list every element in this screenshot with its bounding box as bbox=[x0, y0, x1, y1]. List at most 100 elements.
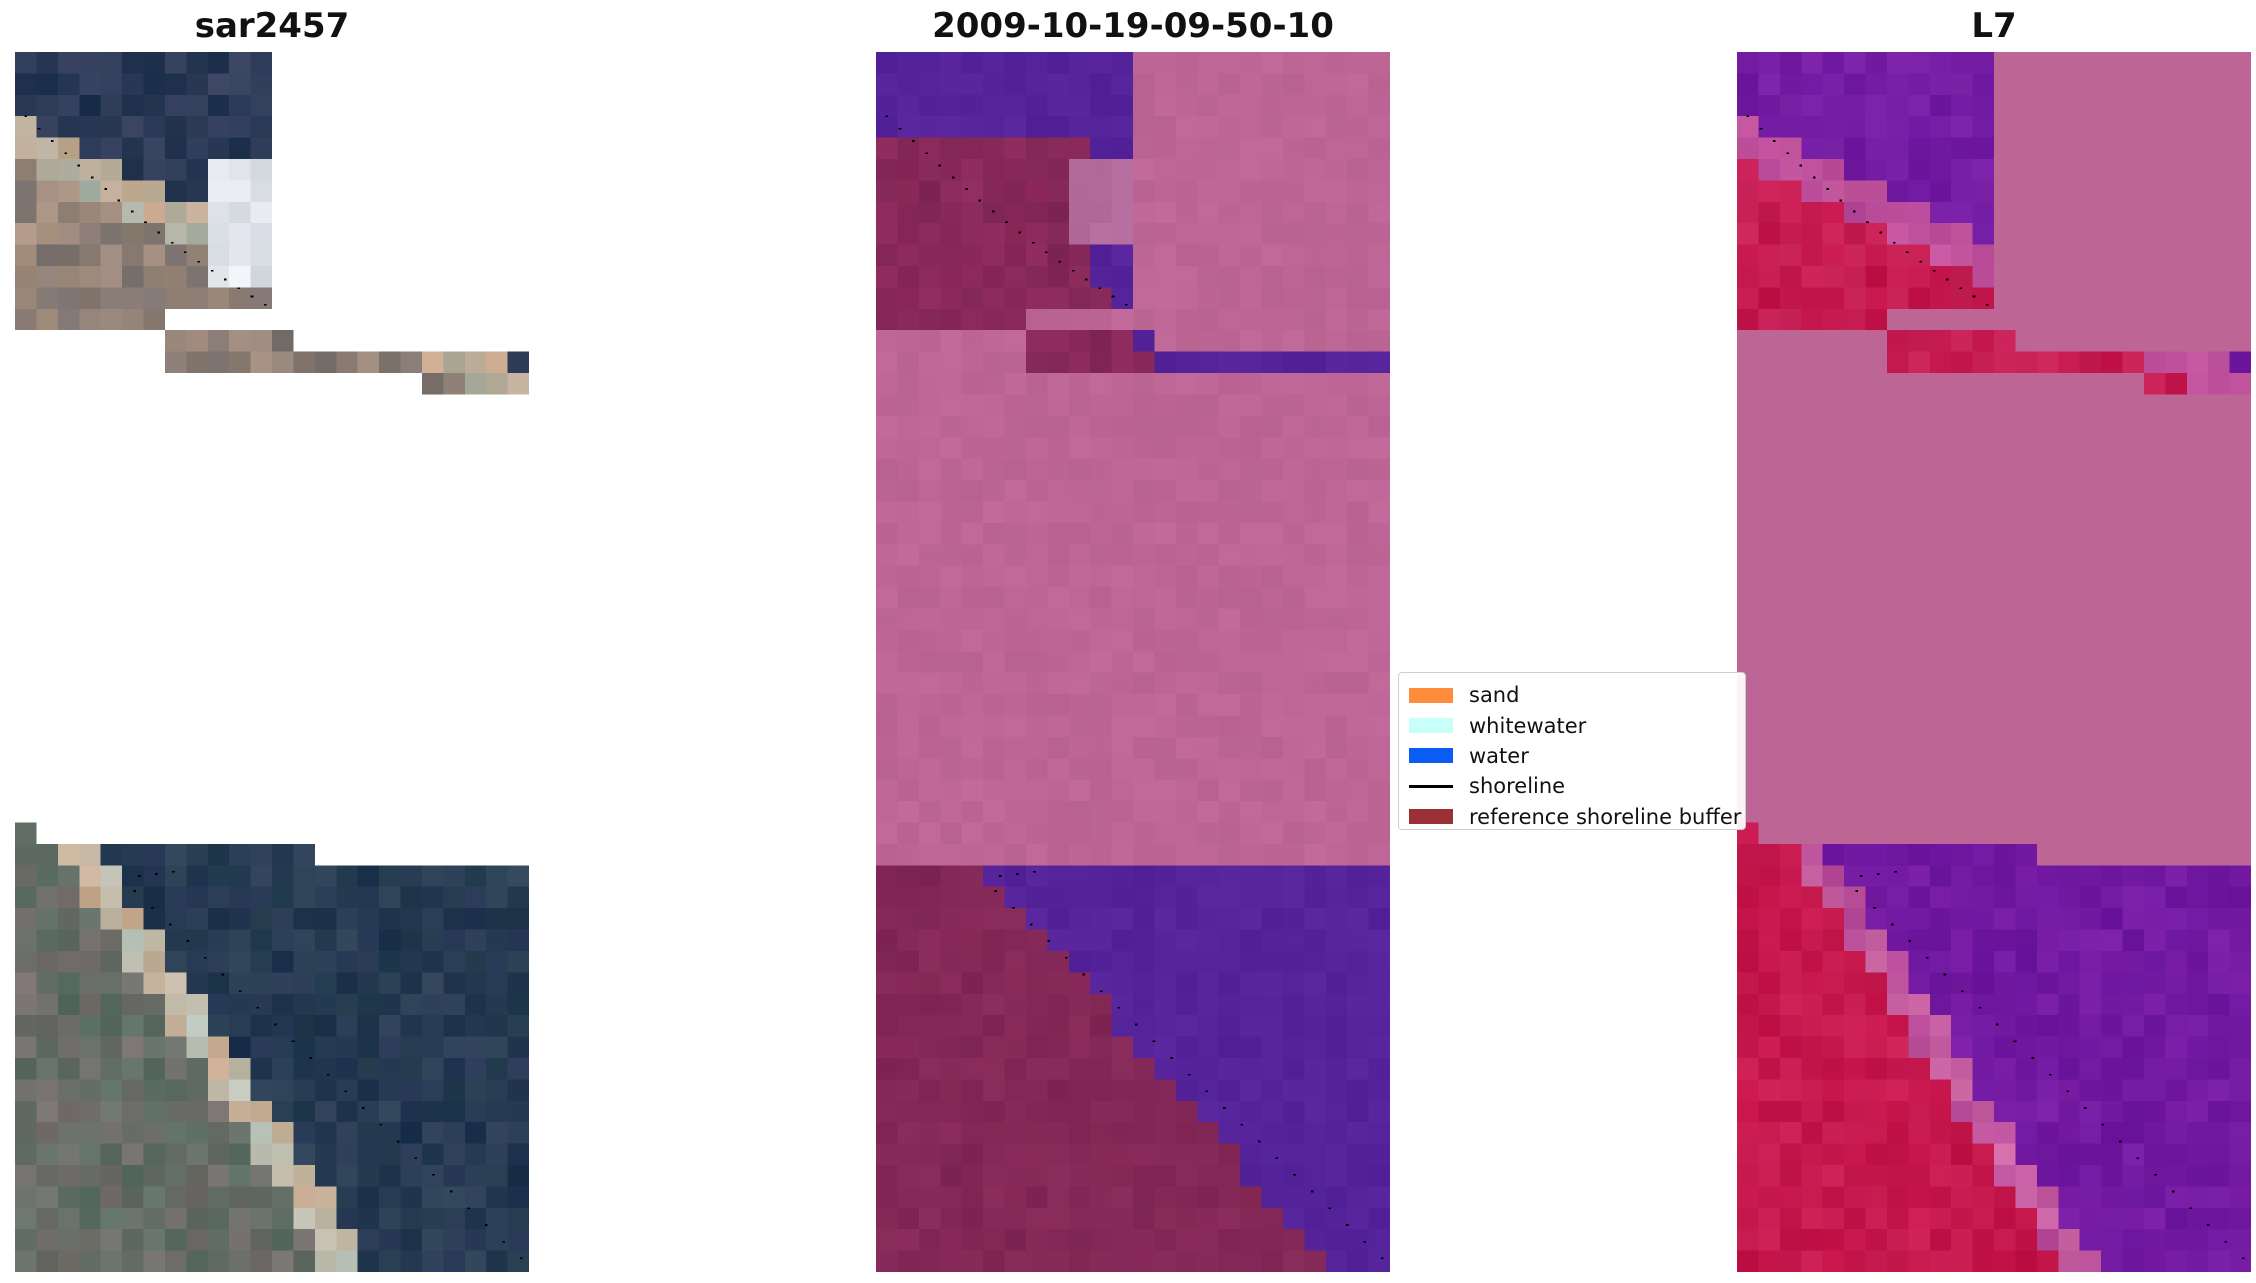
masked-pixel bbox=[1908, 629, 1930, 652]
masked-pixel bbox=[1758, 801, 1780, 823]
false-color-pixel bbox=[2101, 1143, 2123, 1165]
class-pixel bbox=[918, 52, 941, 74]
false-color-pixel bbox=[2229, 351, 2251, 374]
class-pixel bbox=[1197, 886, 1219, 909]
masked-pixel bbox=[1994, 437, 2016, 459]
class-pixel bbox=[1218, 736, 1241, 759]
false-color-pixel bbox=[1779, 137, 1802, 160]
false-color-pixel bbox=[1737, 1229, 1759, 1251]
class-pixel bbox=[1004, 1229, 1026, 1251]
masked-pixel bbox=[1972, 480, 1994, 502]
masked-pixel bbox=[2122, 437, 2144, 459]
false-color-pixel bbox=[1908, 287, 1930, 309]
masked-pixel bbox=[122, 565, 144, 588]
false-color-pixel bbox=[1844, 94, 1866, 117]
masked-pixel bbox=[379, 394, 401, 416]
masked-pixel bbox=[164, 715, 187, 737]
class-pixel bbox=[1325, 779, 1348, 802]
false-color-pixel bbox=[1822, 1036, 1845, 1058]
class-pixel bbox=[1047, 458, 1069, 481]
false-color-pixel bbox=[1886, 1015, 1909, 1037]
masked-pixel bbox=[2058, 330, 2080, 352]
class-pixel bbox=[961, 865, 984, 887]
rgb-pixel bbox=[57, 1186, 80, 1208]
masked-pixel bbox=[1822, 437, 1845, 459]
class-pixel bbox=[1133, 287, 1155, 309]
false-color-pixel bbox=[1929, 159, 1952, 181]
class-pixel bbox=[1197, 565, 1219, 588]
class-pixel bbox=[1325, 993, 1348, 1016]
class-pixel bbox=[1175, 437, 1198, 459]
masked-pixel bbox=[143, 587, 165, 609]
class-pixel bbox=[1261, 373, 1283, 395]
class-pixel bbox=[940, 801, 962, 823]
false-color-pixel bbox=[1844, 843, 1866, 866]
rgb-pixel bbox=[229, 1015, 251, 1037]
masked-pixel bbox=[2229, 308, 2251, 331]
shoreline-point bbox=[1135, 1023, 1138, 1026]
class-pixel bbox=[1111, 544, 1133, 566]
masked-pixel bbox=[443, 779, 465, 802]
class-pixel bbox=[1090, 458, 1112, 481]
masked-pixel bbox=[2165, 394, 2187, 416]
class-pixel bbox=[1047, 1015, 1069, 1037]
rgb-pixel bbox=[164, 159, 187, 181]
rgb-pixel bbox=[443, 1057, 465, 1080]
class-pixel bbox=[961, 908, 984, 930]
class-pixel bbox=[1347, 1143, 1369, 1165]
false-color-pixel bbox=[2058, 1122, 2080, 1144]
masked-pixel bbox=[1886, 565, 1909, 588]
masked-pixel bbox=[357, 565, 380, 588]
false-color-pixel bbox=[1758, 1229, 1780, 1251]
shoreline-point bbox=[1082, 973, 1086, 976]
masked-pixel bbox=[1844, 801, 1866, 823]
rgb-pixel bbox=[15, 266, 37, 288]
rgb-pixel bbox=[164, 1143, 187, 1165]
rgb-pixel bbox=[486, 1079, 508, 1101]
class-pixel bbox=[897, 52, 919, 74]
shoreline-point bbox=[157, 231, 161, 234]
class-pixel bbox=[1133, 394, 1155, 416]
masked-pixel bbox=[2208, 608, 2230, 630]
rgb-pixel bbox=[250, 1186, 272, 1208]
false-color-pixel bbox=[1886, 843, 1909, 866]
class-pixel bbox=[918, 73, 941, 95]
masked-pixel bbox=[2079, 715, 2102, 737]
class-pixel bbox=[940, 373, 962, 395]
masked-pixel bbox=[293, 822, 315, 844]
masked-pixel bbox=[250, 501, 272, 523]
class-pixel bbox=[918, 1015, 941, 1037]
class-pixel bbox=[961, 544, 984, 566]
masked-pixel bbox=[164, 458, 187, 481]
class-pixel bbox=[1004, 544, 1026, 566]
class-pixel bbox=[1325, 116, 1348, 138]
masked-pixel bbox=[186, 587, 208, 609]
rgb-pixel bbox=[207, 886, 230, 909]
masked-pixel bbox=[1886, 736, 1909, 759]
class-pixel bbox=[961, 180, 984, 202]
rgb-pixel bbox=[336, 1100, 358, 1123]
masked-pixel bbox=[443, 94, 465, 117]
class-pixel bbox=[1025, 1036, 1048, 1058]
class-pixel bbox=[940, 73, 962, 95]
false-color-pixel bbox=[1801, 886, 1823, 909]
class-pixel bbox=[1154, 1229, 1176, 1251]
class-pixel bbox=[1047, 266, 1069, 288]
masked-pixel bbox=[2143, 715, 2166, 737]
class-pixel bbox=[1111, 373, 1133, 395]
class-pixel bbox=[1175, 1122, 1198, 1144]
masked-pixel bbox=[293, 94, 315, 117]
rgb-pixel bbox=[229, 52, 251, 74]
masked-pixel bbox=[2229, 587, 2251, 609]
false-color-pixel bbox=[2036, 1143, 2059, 1165]
rgb-pixel bbox=[250, 266, 272, 288]
masked-pixel bbox=[357, 544, 380, 566]
class-pixel bbox=[1090, 950, 1112, 973]
rgb-pixel bbox=[36, 1057, 58, 1080]
class-pixel bbox=[1025, 1250, 1048, 1272]
masked-pixel bbox=[2036, 715, 2059, 737]
false-color-pixel bbox=[1779, 308, 1802, 331]
masked-pixel bbox=[1779, 415, 1802, 438]
class-pixel bbox=[1090, 843, 1112, 866]
rgb-pixel bbox=[507, 1250, 529, 1272]
